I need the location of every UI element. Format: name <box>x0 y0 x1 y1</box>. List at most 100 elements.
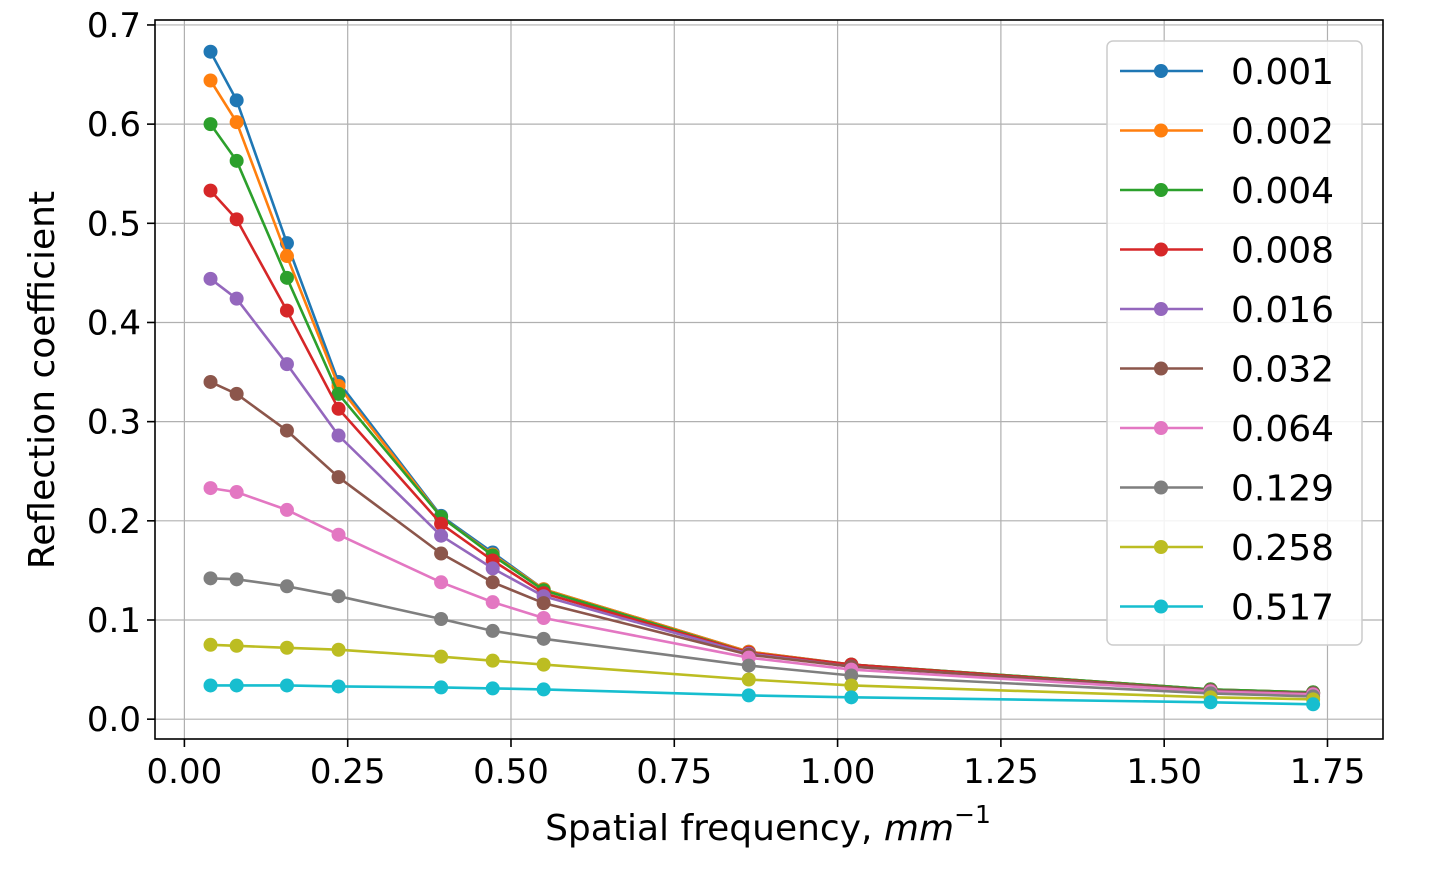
data-point <box>741 658 756 673</box>
plot-series <box>203 44 1321 712</box>
legend-label: 0.016 <box>1231 290 1334 331</box>
data-point <box>229 212 244 227</box>
data-point <box>279 579 294 594</box>
y-tick-label: 0.5 <box>87 204 141 244</box>
data-point <box>279 640 294 655</box>
data-point <box>331 386 346 401</box>
data-point <box>203 637 218 652</box>
data-point <box>203 374 218 389</box>
legend-label: 0.032 <box>1231 350 1334 391</box>
legend-marker <box>1154 540 1168 554</box>
legend-label: 0.258 <box>1231 528 1334 569</box>
legend-marker <box>1154 64 1168 78</box>
legend-entry: 0.064 <box>1120 409 1334 450</box>
y-tick-label: 0.7 <box>87 6 141 46</box>
data-point <box>279 357 294 372</box>
series-0.517 <box>203 678 1321 712</box>
x-tick-label: 0.75 <box>636 752 712 792</box>
data-point <box>203 73 218 88</box>
x-tick-label: 0.00 <box>147 752 223 792</box>
data-point <box>485 653 500 668</box>
data-point <box>229 153 244 168</box>
y-tick-label: 0.1 <box>87 601 141 641</box>
data-point <box>203 183 218 198</box>
data-point <box>203 271 218 286</box>
data-point <box>331 428 346 443</box>
data-point <box>279 678 294 693</box>
legend-label: 0.004 <box>1231 171 1334 212</box>
data-point <box>229 291 244 306</box>
plot-area-frame <box>154 19 1384 740</box>
data-point <box>331 679 346 694</box>
legend-entry: 0.008 <box>1120 231 1334 272</box>
legend: 0.001 0.002 0.004 0.008 0.016 0.032 0.064 0.129… <box>1106 40 1363 646</box>
y-tick-label: 0.3 <box>87 403 141 443</box>
legend-marker <box>1154 123 1168 138</box>
legend-marker <box>1154 183 1168 197</box>
x-tick-label: 0.50 <box>473 752 549 792</box>
data-point <box>434 575 449 590</box>
legend-marker <box>1154 242 1168 257</box>
data-point <box>434 612 449 627</box>
data-point <box>331 642 346 657</box>
legend-entry: 0.129 <box>1120 469 1334 510</box>
data-point <box>203 571 218 586</box>
data-point <box>279 423 294 438</box>
x-axis-label: Spatial frequency, mm−1 <box>545 800 991 849</box>
data-point <box>229 93 244 108</box>
data-point <box>229 386 244 401</box>
legend-label: 0.064 <box>1231 409 1334 450</box>
data-point <box>741 672 756 687</box>
legend-marker <box>1154 361 1168 376</box>
y-tick-label: 0.6 <box>87 105 141 145</box>
y-axis-label: Reflection coefficient <box>22 191 63 569</box>
data-point <box>203 481 218 496</box>
data-point <box>1203 695 1218 710</box>
data-point <box>331 470 346 485</box>
legend-entry: 0.016 <box>1120 290 1334 331</box>
data-point <box>485 575 500 590</box>
data-point <box>844 668 859 683</box>
legend-entry: 0.517 <box>1120 588 1334 629</box>
data-point <box>331 401 346 416</box>
legend-entry: 0.001 <box>1120 52 1334 93</box>
data-point <box>434 516 449 531</box>
data-point <box>203 117 218 132</box>
data-point <box>279 270 294 285</box>
data-point <box>229 115 244 130</box>
data-point <box>1306 697 1321 712</box>
data-point <box>536 657 551 672</box>
data-point <box>229 572 244 587</box>
data-point <box>741 688 756 703</box>
legend-entry: 0.258 <box>1120 528 1334 569</box>
x-tick-label: 0.25 <box>310 752 386 792</box>
series-0.258 <box>203 637 1321 707</box>
data-point <box>279 249 294 264</box>
x-axis-label-text: Spatial frequency, <box>545 808 884 849</box>
data-point <box>434 528 449 543</box>
legend-marker <box>1154 421 1168 435</box>
data-point <box>536 631 551 646</box>
data-point <box>844 678 859 693</box>
data-point <box>331 527 346 542</box>
x-axis-label-exponent: −1 <box>954 800 991 829</box>
data-point <box>434 649 449 664</box>
legend-marker <box>1154 480 1168 495</box>
data-point <box>844 690 859 705</box>
x-tick-label: 1.25 <box>963 752 1039 792</box>
legend-label: 0.517 <box>1231 588 1334 629</box>
x-axis-ticks: 0.00 0.25 0.50 0.75 1.00 1.25 1.50 1.75 <box>147 739 1365 792</box>
legend-label: 0.008 <box>1231 231 1334 272</box>
data-point <box>331 589 346 604</box>
data-point <box>536 611 551 626</box>
legend-marker <box>1154 302 1168 316</box>
legend-marker <box>1154 599 1168 614</box>
data-point <box>485 561 500 576</box>
y-tick-label: 0.4 <box>87 303 141 343</box>
data-point <box>485 623 500 638</box>
x-tick-label: 1.00 <box>800 752 876 792</box>
x-axis-label-unit: mm <box>884 808 954 849</box>
legend-frame <box>1106 40 1363 646</box>
data-point <box>229 638 244 653</box>
y-axis-ticks: 0.0 0.1 0.2 0.3 0.4 0.5 0.6 0.7 <box>87 6 155 740</box>
